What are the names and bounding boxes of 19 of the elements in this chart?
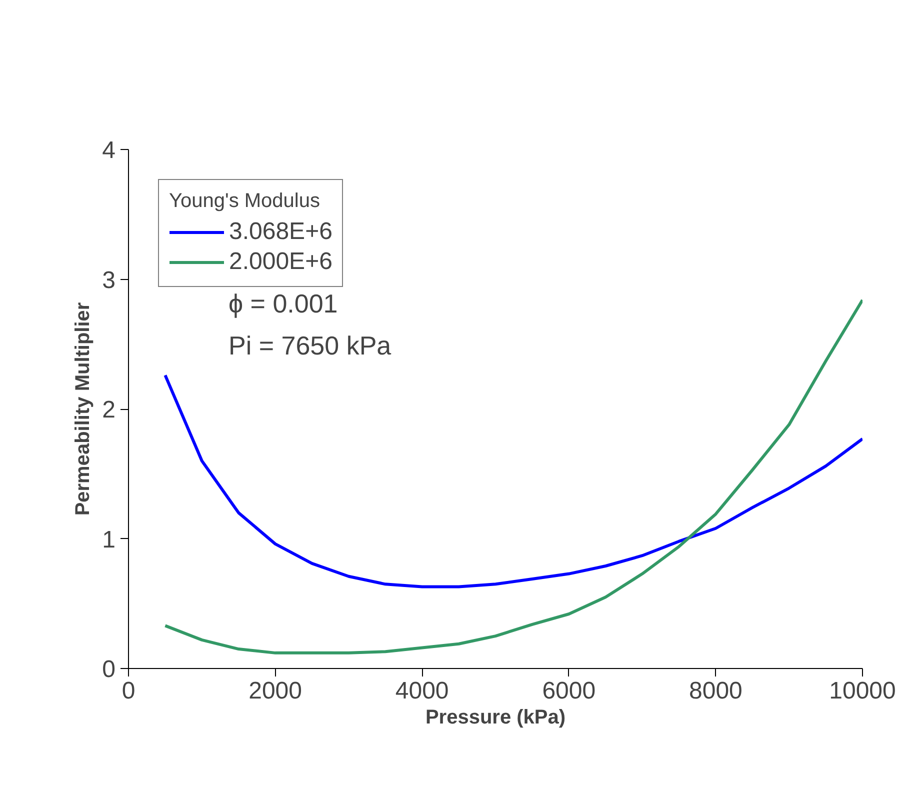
legend-label: 3.068E+6 [229, 218, 332, 246]
x-tick-label: 8000 [689, 678, 742, 704]
x-tick-label: 4000 [395, 678, 449, 704]
x-axis-title: Pressure (kPa) [425, 706, 566, 728]
legend-title: Young's Modulus [169, 190, 321, 213]
x-tick-label: 2000 [248, 678, 302, 704]
annotation: Pi = 7650 kPa [228, 330, 392, 360]
y-axis-title: Permeability Multiplier [72, 302, 94, 516]
y-tick-label: 3 [102, 266, 116, 294]
annotation: ϕ = 0.001 [228, 288, 338, 318]
legend-label: 2.000E+6 [229, 248, 332, 276]
y-tick-label: 2 [102, 396, 116, 424]
y-tick-label: 4 [102, 137, 116, 164]
x-tick-label: 6000 [542, 678, 596, 704]
y-tick-label: 1 [102, 526, 116, 554]
line-series [164, 374, 862, 588]
x-tick-label: 0 [122, 678, 136, 704]
y-tick-label: 0 [102, 656, 116, 683]
x-tick-label: 10000 [829, 678, 896, 704]
